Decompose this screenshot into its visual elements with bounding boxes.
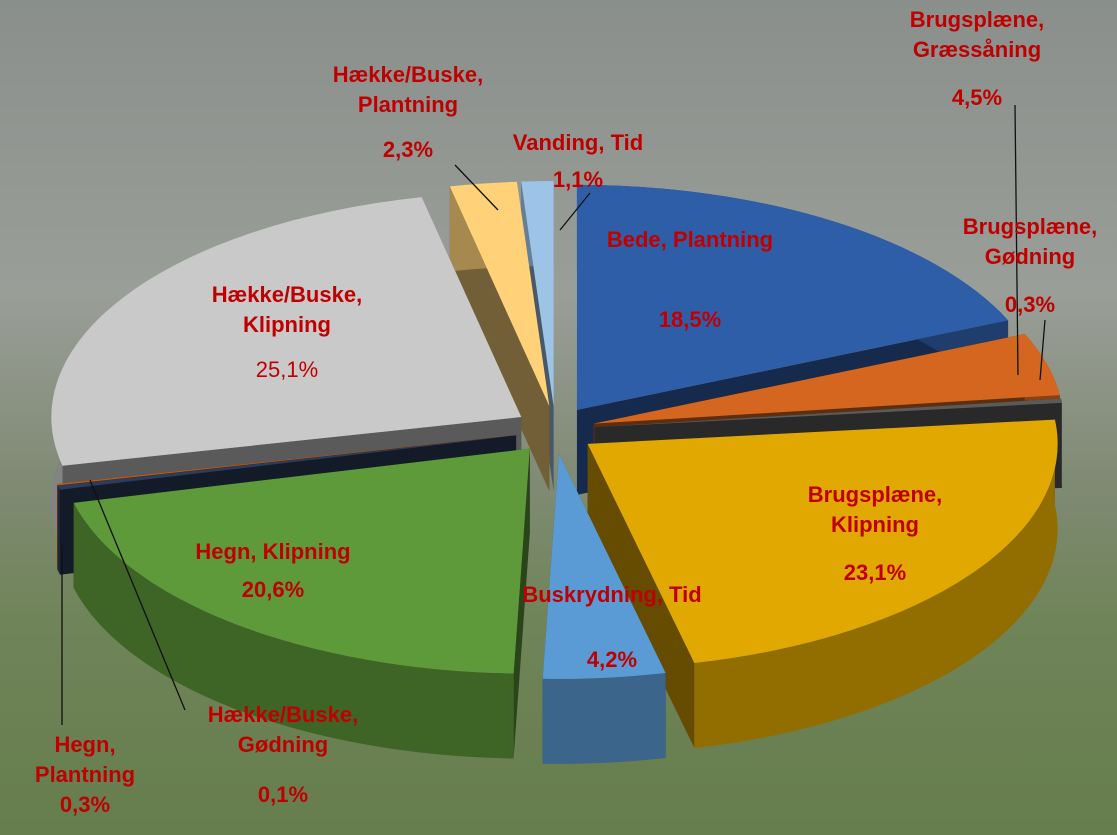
value-label: 0,1% xyxy=(223,780,343,810)
pie-area xyxy=(0,0,1117,835)
slice-label: Brugsplæne, Klipning xyxy=(785,480,965,540)
value-label: 25,1% xyxy=(227,355,347,385)
value-label: 1,1% xyxy=(518,165,638,195)
slice-label: Brugsplæne, Gødning xyxy=(940,212,1117,272)
slice-label: Brugsplæne, Græssåning xyxy=(882,5,1072,65)
value-label: 4,2% xyxy=(552,645,672,675)
slice-label: Vanding, Tid xyxy=(478,128,678,158)
value-label: 0,3% xyxy=(970,290,1090,320)
value-label: 20,6% xyxy=(213,575,333,605)
slice-label: Bede, Plantning xyxy=(605,225,775,255)
chart: Bede, Plantning 18,5% Brugsplæne, Græssåni… xyxy=(0,0,1117,835)
slice-label: Buskrydning, Tid xyxy=(522,580,702,610)
value-label: 18,5% xyxy=(630,305,750,335)
slice-label: Hække/Buske, Klipning xyxy=(187,280,387,340)
slice-wall xyxy=(1061,399,1062,488)
slice-label: Hegn, Klipning xyxy=(143,537,403,567)
slice-wall xyxy=(57,484,58,570)
value-label: 0,3% xyxy=(25,790,145,820)
value-label: 2,3% xyxy=(348,135,468,165)
slice-label: Hække/Buske, Plantning xyxy=(308,60,508,120)
value-label: 4,5% xyxy=(917,83,1037,113)
slice-wall xyxy=(58,486,60,575)
slice-label: Hegn, Plantning xyxy=(10,730,160,790)
slice-label: Hække/Buske, Gødning xyxy=(183,700,383,760)
slice-wall xyxy=(543,673,666,764)
value-label: 23,1% xyxy=(815,558,935,588)
